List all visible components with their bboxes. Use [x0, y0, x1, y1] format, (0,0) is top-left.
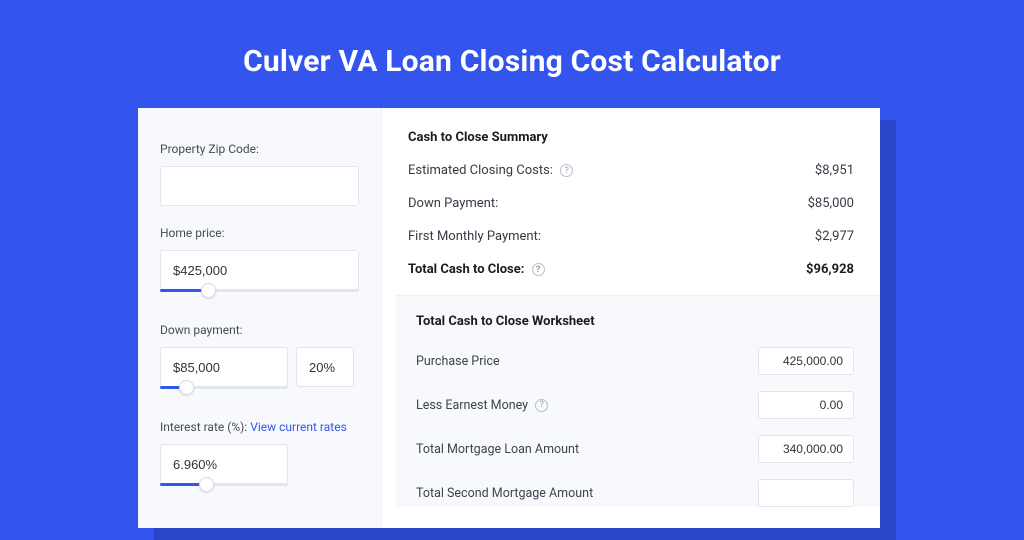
home-price-field: Home price:	[160, 226, 359, 303]
interest-slider[interactable]	[160, 483, 288, 497]
summary-title: Cash to Close Summary	[408, 130, 854, 145]
worksheet-row-label: Less Earnest Money ?	[416, 398, 548, 413]
home-price-label: Home price:	[160, 226, 359, 240]
worksheet-panel: Total Cash to Close Worksheet Purchase P…	[396, 295, 880, 507]
down-payment-slider[interactable]	[160, 386, 288, 400]
summary-row-value: $8,951	[815, 163, 854, 178]
summary-row-value: $96,928	[806, 262, 854, 277]
summary-row-label: Total Cash to Close: ?	[408, 262, 545, 277]
view-rates-link[interactable]: View current rates	[250, 420, 347, 434]
worksheet-row-input[interactable]	[758, 435, 854, 463]
results-panel: Cash to Close Summary Estimated Closing …	[382, 108, 880, 528]
slider-thumb[interactable]	[201, 283, 216, 298]
worksheet-row-label: Total Second Mortgage Amount	[416, 486, 593, 501]
zip-input[interactable]	[160, 166, 359, 206]
help-icon[interactable]: ?	[535, 399, 548, 412]
worksheet-row: Purchase Price	[416, 347, 854, 375]
summary-row: Estimated Closing Costs: ? $8,951	[408, 163, 854, 178]
down-payment-input[interactable]	[160, 347, 288, 387]
summary-row-label: Down Payment:	[408, 196, 498, 211]
home-price-slider[interactable]	[160, 289, 359, 303]
worksheet-title: Total Cash to Close Worksheet	[416, 314, 854, 329]
summary-row-value: $2,977	[815, 229, 854, 244]
worksheet-row: Less Earnest Money ?	[416, 391, 854, 419]
worksheet-row-label: Purchase Price	[416, 354, 500, 369]
worksheet-row-label: Total Mortgage Loan Amount	[416, 442, 579, 457]
zip-field: Property Zip Code:	[160, 142, 359, 206]
worksheet-row: Total Second Mortgage Amount	[416, 479, 854, 507]
zip-label: Property Zip Code:	[160, 142, 359, 156]
home-price-input[interactable]	[160, 250, 359, 290]
worksheet-row-input[interactable]	[758, 347, 854, 375]
inputs-panel: Property Zip Code: Home price: Down paym…	[138, 108, 382, 528]
summary-row-value: $85,000	[808, 196, 854, 211]
interest-input[interactable]	[160, 444, 288, 484]
worksheet-row-input[interactable]	[758, 479, 854, 507]
worksheet-row-input[interactable]	[758, 391, 854, 419]
down-payment-field: Down payment:	[160, 323, 359, 400]
summary-rows: Estimated Closing Costs: ? $8,951 Down Pay…	[408, 163, 854, 277]
help-icon[interactable]: ?	[532, 263, 545, 276]
slider-thumb[interactable]	[199, 477, 214, 492]
slider-thumb[interactable]	[179, 380, 194, 395]
worksheet-row: Total Mortgage Loan Amount	[416, 435, 854, 463]
summary-row: Total Cash to Close: ? $96,928	[408, 262, 854, 277]
down-payment-pct-input[interactable]	[296, 347, 354, 387]
interest-field: Interest rate (%): View current rates	[160, 420, 359, 497]
interest-label: Interest rate (%): View current rates	[160, 420, 359, 434]
summary-row-label: First Monthly Payment:	[408, 229, 541, 244]
page-title: Culver VA Loan Closing Cost Calculator	[0, 0, 1024, 79]
summary-row-label: Estimated Closing Costs: ?	[408, 163, 573, 178]
summary-row: First Monthly Payment: $2,977	[408, 229, 854, 244]
calculator-card: Property Zip Code: Home price: Down paym…	[138, 108, 880, 528]
help-icon[interactable]: ?	[560, 164, 573, 177]
summary-row: Down Payment: $85,000	[408, 196, 854, 211]
down-payment-label: Down payment:	[160, 323, 359, 337]
interest-label-text: Interest rate (%):	[160, 420, 250, 434]
worksheet-rows: Purchase Price Less Earnest Money ? Total…	[416, 347, 854, 507]
